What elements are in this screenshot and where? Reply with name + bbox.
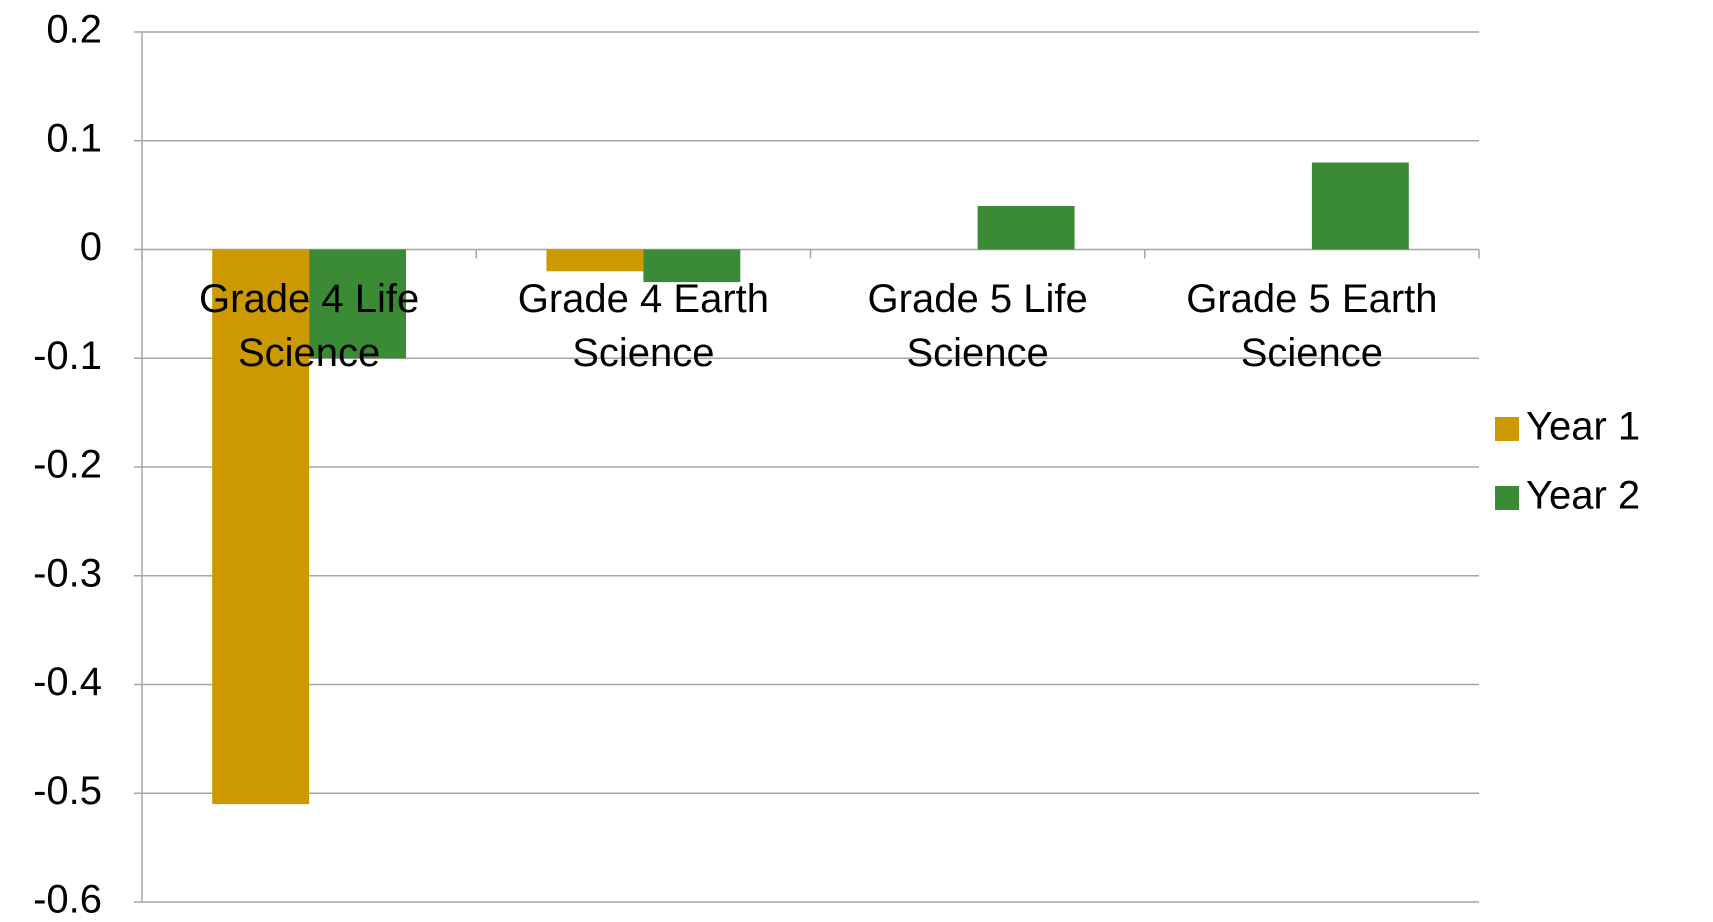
bar <box>546 250 643 272</box>
y-tick-label: -0.1 <box>33 334 102 378</box>
bar <box>1312 163 1409 250</box>
y-tick-label: -0.4 <box>33 660 102 704</box>
bar <box>978 206 1075 250</box>
legend-swatch <box>1495 417 1519 441</box>
y-tick-label: -0.6 <box>33 878 102 922</box>
legend-label: Year 1 <box>1526 405 1640 449</box>
x-tick-label: Grade 4 Earth Science <box>483 272 803 380</box>
page: {"chart_data": {"type": "bar", "categori… <box>0 0 1713 922</box>
x-tick-label: Grade 5 Life Science <box>818 272 1138 380</box>
chart: -0.6 -0.5 -0.4 -0.3 -0.2 -0.1 0 0.1 0.2 Year 1 Yea… <box>0 0 1713 922</box>
legend-swatch <box>1495 486 1519 510</box>
y-tick-label: -0.5 <box>33 769 102 813</box>
y-tick-label: -0.2 <box>33 443 102 487</box>
y-tick-label: 0 <box>80 225 102 269</box>
legend-label: Year 2 <box>1526 474 1640 518</box>
y-tick-label: -0.3 <box>33 551 102 595</box>
y-tick-label: 0.2 <box>46 8 102 52</box>
x-tick-label: Grade 4 Life Science <box>149 272 469 380</box>
x-tick-label: Grade 5 Earth Science <box>1152 272 1472 380</box>
y-tick-label: 0.1 <box>46 116 102 160</box>
